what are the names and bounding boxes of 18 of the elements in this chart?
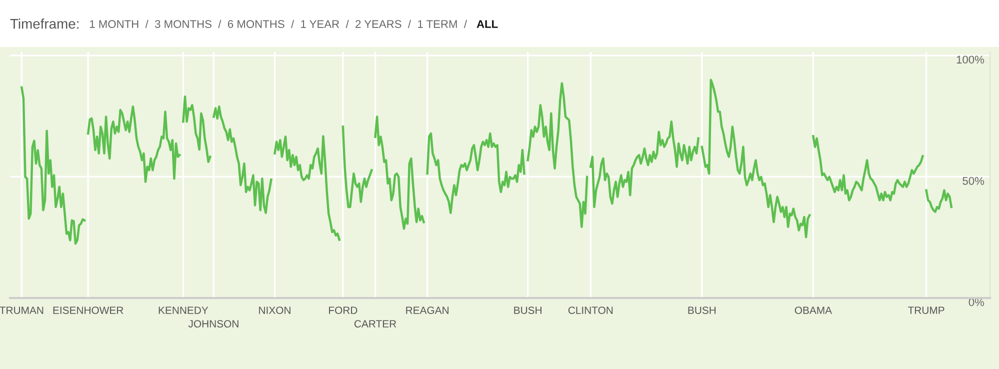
y-tick-label: 100% — [956, 56, 984, 64]
x-tick-label: NIXON — [259, 306, 290, 314]
x-tick-label: REAGAN — [406, 306, 448, 314]
text: 1 MONTH / 3 MONTHS / 6 MONTHS / 1 YEAR / 2 YEARS / 1 TERM / — [90, 20, 468, 28]
x-tick-label: CLINTON — [568, 306, 613, 314]
x-tick-label: JOHNSON — [188, 320, 238, 328]
x-tick-label: BUSH — [688, 306, 716, 314]
x-tick-label: EISENHOWER — [53, 306, 124, 314]
x-tick-label: BUSH — [514, 306, 542, 314]
text: Timeframe: — [10, 18, 78, 29]
x-tick-label: OBAMA — [794, 306, 832, 314]
y-tick-label: 50% — [962, 176, 984, 185]
x-tick-label: CARTER — [354, 320, 396, 328]
x-tick-label: KENNEDY — [158, 306, 208, 314]
text: ALL — [476, 20, 498, 28]
x-tick-label: TRUMAN — [0, 306, 44, 314]
x-tick-label: TRUMP — [908, 306, 944, 314]
x-tick-label: FORD — [329, 306, 358, 314]
